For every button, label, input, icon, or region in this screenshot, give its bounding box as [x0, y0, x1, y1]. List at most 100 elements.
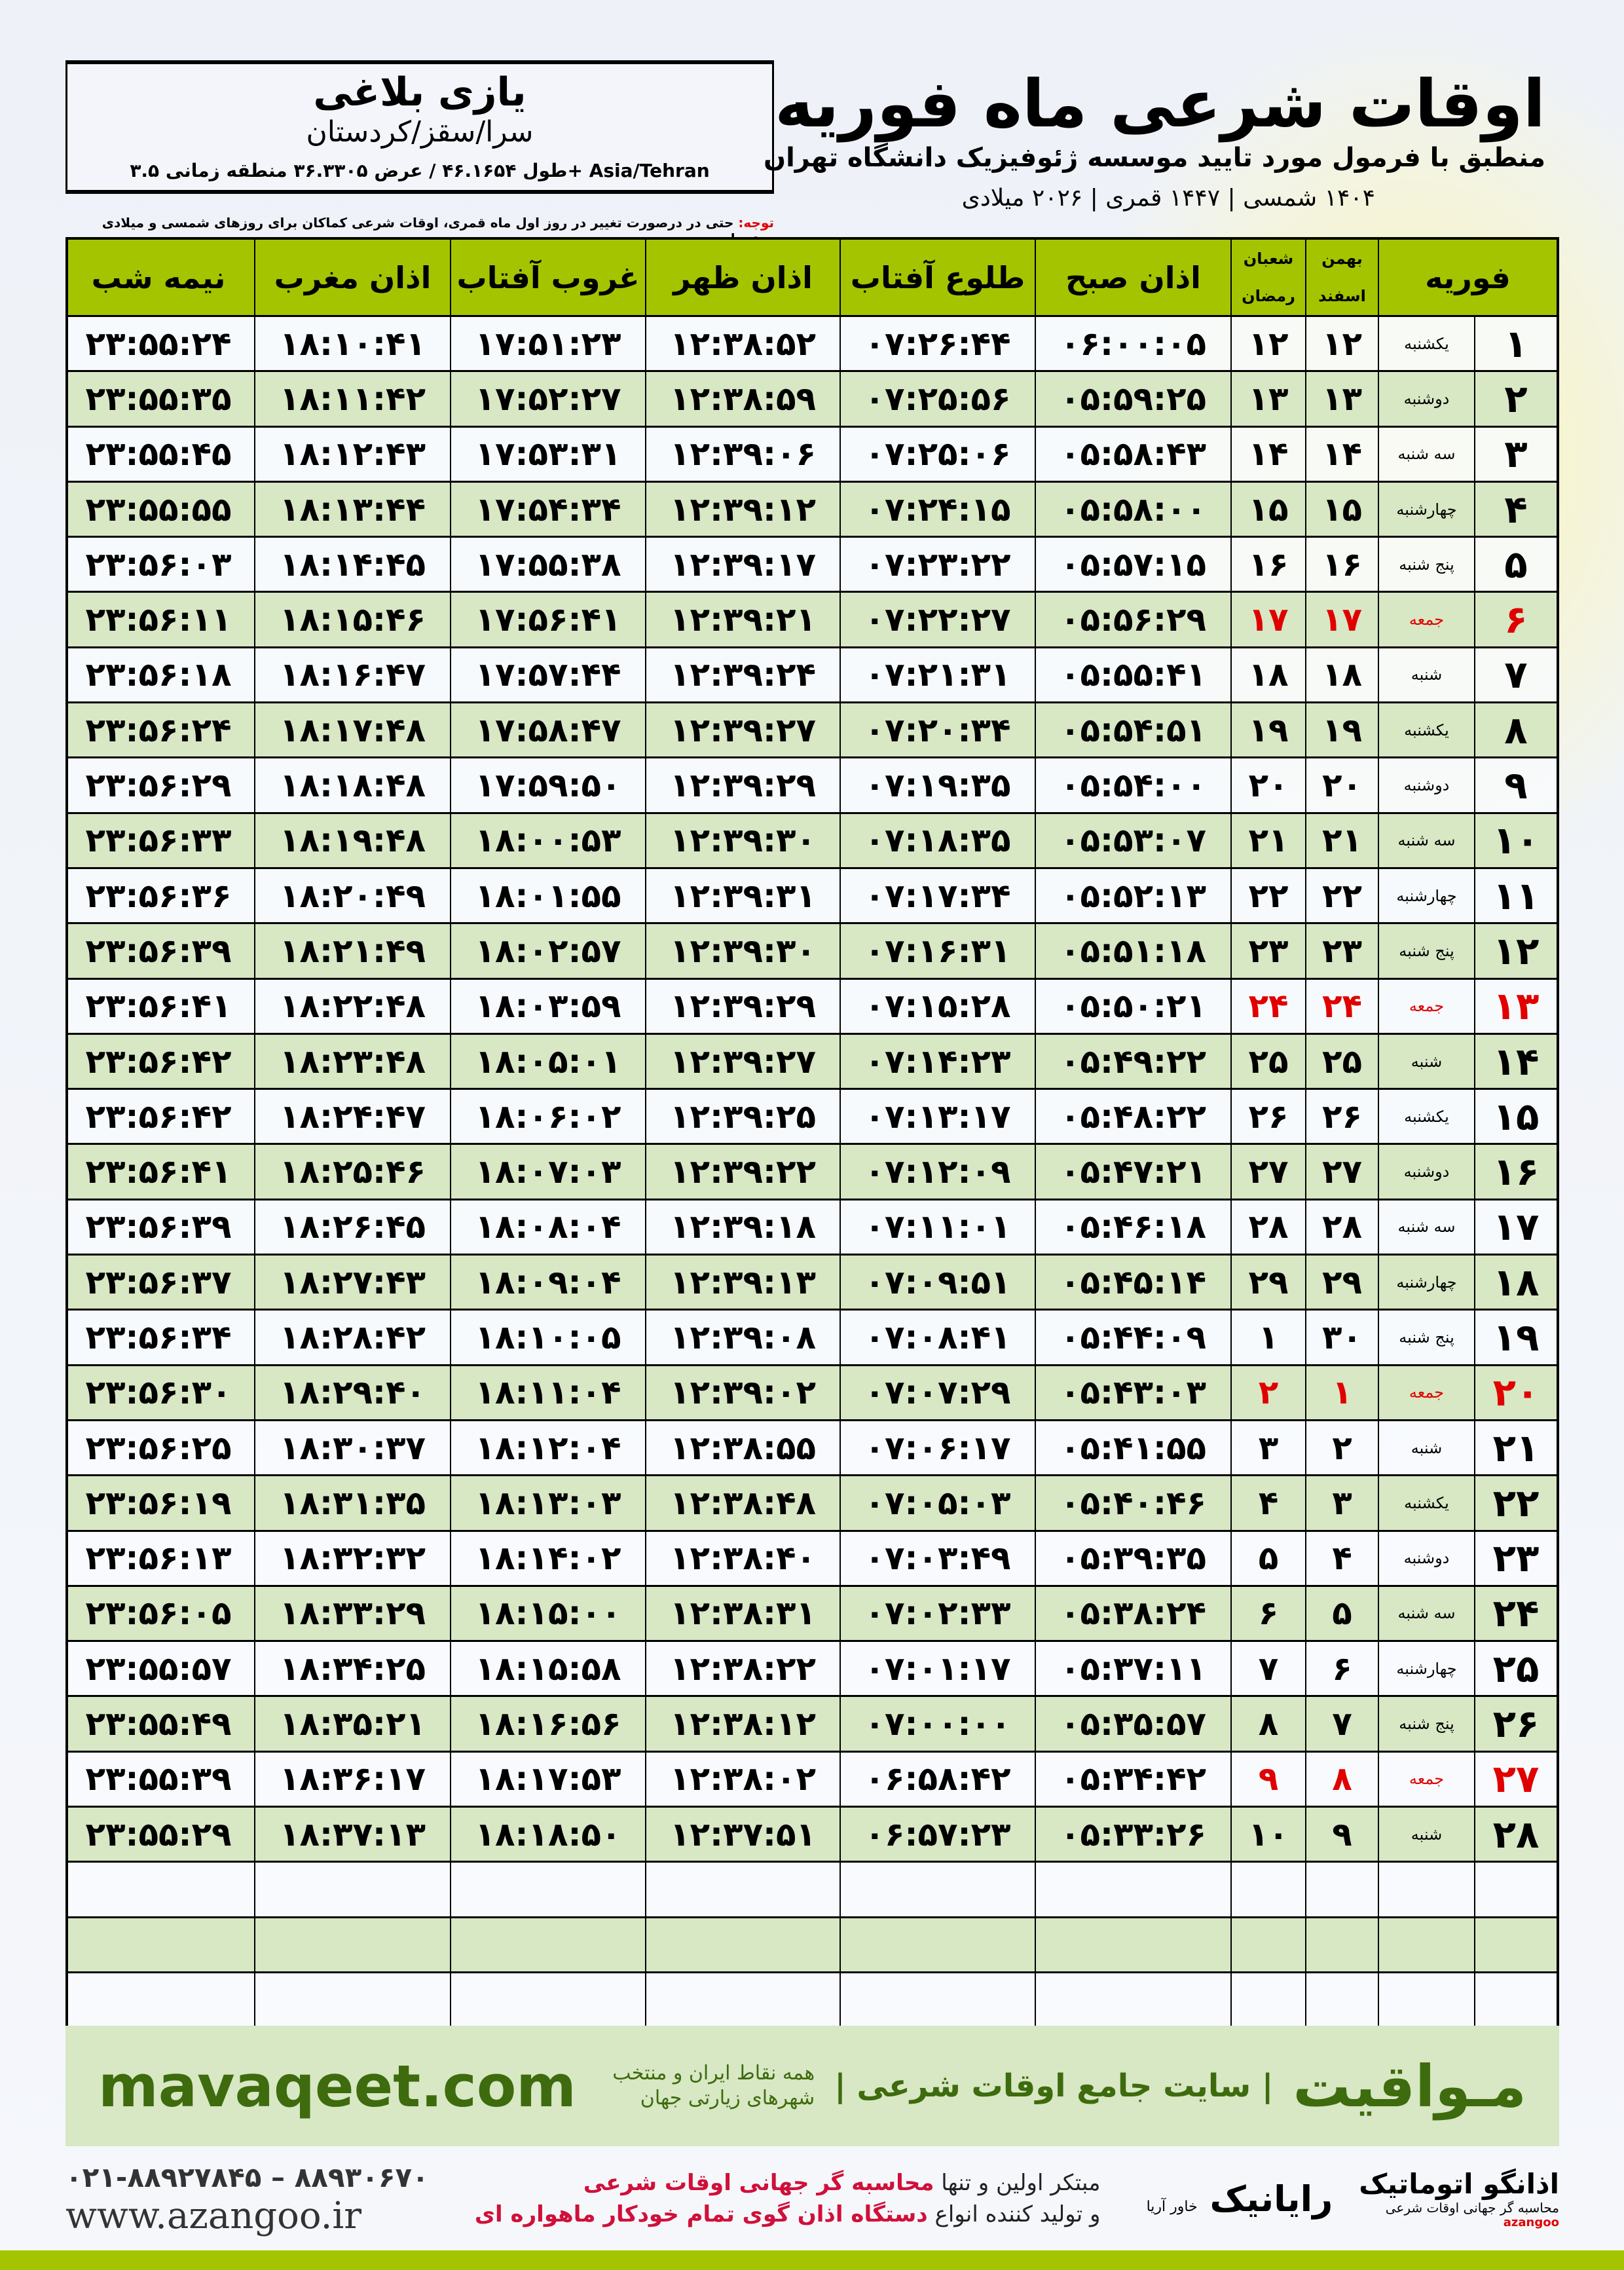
page-subtitle: منطبق با فرمول مورد تایید موسسه ژئوفیزیک…: [763, 143, 1545, 173]
sunset-time: ۱۸:۰۷:۰۳: [450, 1145, 645, 1199]
note-label: توجه:: [738, 215, 774, 231]
location-coords: طول ۴۶.۱۶۵۴ / عرض ۳۶.۳۳۰۵ منطقه زمانی ۳.…: [130, 160, 710, 181]
site-link[interactable]: mavaqeet.com: [98, 2052, 576, 2120]
footer-ads: ۰۲۱-۸۸۹۲۷۸۴۵ – ۸۸۹۳۰۶۷۰ www.azangoo.ir م…: [65, 2156, 1559, 2241]
note-text: حتی در درصورت تغییر در روز اول ماه قمری،…: [101, 215, 774, 246]
weekday: چهارشنبه: [1378, 1642, 1474, 1696]
lunar-day: ۱۸: [1230, 648, 1305, 702]
dhuhr-time: ۱۲:۳۹:۲۲: [645, 1145, 840, 1199]
lunar-day: ۲۲: [1230, 868, 1305, 923]
maghrib-time: ۱۸:۲۴:۴۷: [254, 1090, 450, 1144]
solar-day: ۱۲: [1305, 317, 1378, 371]
table-row: ۱۱ چهارشنبه ۲۲ ۲۲ ۰۵:۵۲:۱۳ ۰۷:۱۷:۳۴ ۱۲:۳۹:۳۱ ۱۸…: [68, 868, 1557, 925]
sunset-time: ۱۸:۱۵:۵۸: [450, 1642, 645, 1696]
lunar-day: ۶: [1230, 1586, 1305, 1641]
lunar-day: ۱: [1230, 1311, 1305, 1364]
dhuhr-time: ۱۲:۳۸:۱۲: [645, 1697, 840, 1751]
table-row: ۱۰ سه شنبه ۲۱ ۲۱ ۰۵:۵۳:۰۷ ۰۷:۱۸:۳۵ ۱۲:۳۹:۳۰ ۱۸:…: [68, 813, 1557, 869]
lunar-day: ۲۵: [1230, 1034, 1305, 1088]
sunrise-time: ۰۶:۵۷:۲۳: [840, 1808, 1035, 1861]
solar-day: ۵: [1305, 1586, 1378, 1641]
dhuhr-time: [645, 1863, 840, 1916]
solar-day: ۱۶: [1305, 538, 1378, 591]
header-maghrib: اذان مغرب: [254, 240, 450, 315]
maghrib-time: [254, 1918, 450, 1971]
day-number: ۱۳: [1474, 979, 1557, 1033]
fajr-time: ۰۵:۳۳:۲۶: [1035, 1808, 1230, 1861]
solar-day: ۳۰: [1305, 1311, 1378, 1364]
fajr-time: ۰۵:۴۹:۲۲: [1035, 1034, 1230, 1088]
fajr-time: ۰۵:۴۶:۱۸: [1035, 1200, 1230, 1254]
lunar-day: ۱۷: [1230, 593, 1305, 646]
fajr-time: ۰۵:۵۸:۴۳: [1035, 427, 1230, 481]
lunar-day: ۱۵: [1230, 482, 1305, 536]
header-month: فوریه: [1378, 240, 1557, 315]
solar-day: ۱: [1305, 1366, 1378, 1419]
midnight-time: ۲۳:۵۶:۳۶: [85, 876, 232, 915]
weekday: شنبه: [1378, 648, 1474, 702]
solar-day: [1305, 1973, 1378, 2027]
sunset-time: ۱۷:۵۷:۴۴: [450, 648, 645, 702]
weekday: جمعه: [1378, 1366, 1474, 1419]
dhuhr-time: ۱۲:۳۹:۰۸: [645, 1311, 840, 1364]
dhuhr-time: ۱۲:۳۸:۳۱: [645, 1586, 840, 1641]
weekday: چهارشنبه: [1378, 482, 1474, 536]
maghrib-time: ۱۸:۳۵:۲۱: [254, 1697, 450, 1751]
header-lunar-bottom: رمضان: [1242, 287, 1295, 306]
ad-line-2: و تولید کننده انواع دستگاه اذان گوی تمام…: [475, 2201, 1101, 2227]
solar-day: ۲۵: [1305, 1034, 1378, 1088]
sunset-time: ۱۸:۰۲:۵۷: [450, 924, 645, 978]
sunrise-time: ۰۷:۰۲:۳۳: [840, 1586, 1035, 1641]
day-number: ۱۹: [1474, 1311, 1557, 1364]
sunset-time: [450, 1863, 645, 1916]
sunset-time: ۱۸:۱۳:۰۳: [450, 1476, 645, 1530]
lunar-day: ۷: [1230, 1642, 1305, 1696]
sunrise-time: ۰۷:۲۶:۴۴: [840, 317, 1035, 371]
lunar-day: ۵: [1230, 1531, 1305, 1585]
sunset-time: ۱۸:۱۷:۵۳: [450, 1752, 645, 1806]
sunset-time: ۱۷:۵۲:۲۷: [450, 372, 645, 426]
sunrise-time: ۰۷:۰۰:۰۰: [840, 1697, 1035, 1751]
solar-day: ۴: [1305, 1531, 1378, 1585]
weekday: یکشنبه: [1378, 703, 1474, 757]
fajr-time: ۰۵:۵۷:۱۵: [1035, 538, 1230, 591]
midnight-time: ۲۳:۵۵:۵۵: [85, 490, 232, 529]
table-row: ۲۳ دوشنبه ۴ ۵ ۰۵:۳۹:۳۵ ۰۷:۰۳:۴۹ ۱۲:۳۸:۴۰ ۱۸:۱۴:…: [68, 1531, 1557, 1587]
sunrise-time: ۰۷:۰۶:۱۷: [840, 1421, 1035, 1475]
fajr-time: ۰۵:۴۸:۲۲: [1035, 1090, 1230, 1144]
weekday: دوشنبه: [1378, 1531, 1474, 1585]
ad-line-1: مبتکر اولین و تنها محاسبه گر جهانی اوقات…: [475, 2170, 1101, 2196]
maghrib-time: ۱۸:۱۵:۴۶: [254, 593, 450, 646]
sunset-time: ۱۸:۰۸:۰۴: [450, 1200, 645, 1254]
weekday: یکشنبه: [1378, 1090, 1474, 1144]
day-number: ۲۵: [1474, 1642, 1557, 1696]
dhuhr-time: ۱۲:۳۸:۴۸: [645, 1476, 840, 1530]
maghrib-time: ۱۸:۳۷:۱۳: [254, 1808, 450, 1861]
azangoo-sub: محاسبه گر جهانی اوقات شرعی: [1385, 2200, 1559, 2216]
maghrib-time: ۱۸:۳۶:۱۷: [254, 1752, 450, 1806]
midnight-time: ۲۳:۵۵:۳۹: [85, 1760, 232, 1798]
dhuhr-time: ۱۲:۳۹:۰۲: [645, 1366, 840, 1419]
sunset-time: ۱۸:۱۵:۰۰: [450, 1586, 645, 1641]
day-number: ۲۲: [1474, 1476, 1557, 1530]
sunrise-time: ۰۷:۱۱:۰۱: [840, 1200, 1035, 1254]
solar-day: ۹: [1305, 1808, 1378, 1861]
header-sunrise: طلوع آفتاب: [840, 240, 1035, 315]
weekday: پنج شنبه: [1378, 538, 1474, 591]
fajr-time: [1035, 1973, 1230, 2027]
solar-day: ۲۸: [1305, 1200, 1378, 1254]
table-row: ۱۳ جمعه ۲۴ ۲۴ ۰۵:۵۰:۲۱ ۰۷:۱۵:۲۸ ۱۲:۳۹:۲۹ ۱۸:۰۳:…: [68, 979, 1557, 1035]
brand-logo: مـواقیت: [1293, 2052, 1526, 2120]
midnight-time: ۲۳:۵۶:۱۸: [85, 656, 232, 694]
azangoo-link[interactable]: www.azangoo.ir: [65, 2194, 362, 2237]
dhuhr-time: ۱۲:۳۷:۵۱: [645, 1808, 840, 1861]
weekday: پنج شنبه: [1378, 924, 1474, 978]
page-title: اوقات شرعی ماه فوریه: [775, 65, 1545, 142]
fajr-time: ۰۵:۴۱:۵۵: [1035, 1421, 1230, 1475]
sunrise-time: ۰۷:۱۲:۰۹: [840, 1145, 1035, 1199]
sunrise-time: ۰۷:۲۱:۳۱: [840, 648, 1035, 702]
day-number: ۲۱: [1474, 1421, 1557, 1475]
weekday: شنبه: [1378, 1421, 1474, 1475]
weekday: جمعه: [1378, 593, 1474, 646]
sunrise-time: ۰۷:۰۹:۵۱: [840, 1256, 1035, 1309]
